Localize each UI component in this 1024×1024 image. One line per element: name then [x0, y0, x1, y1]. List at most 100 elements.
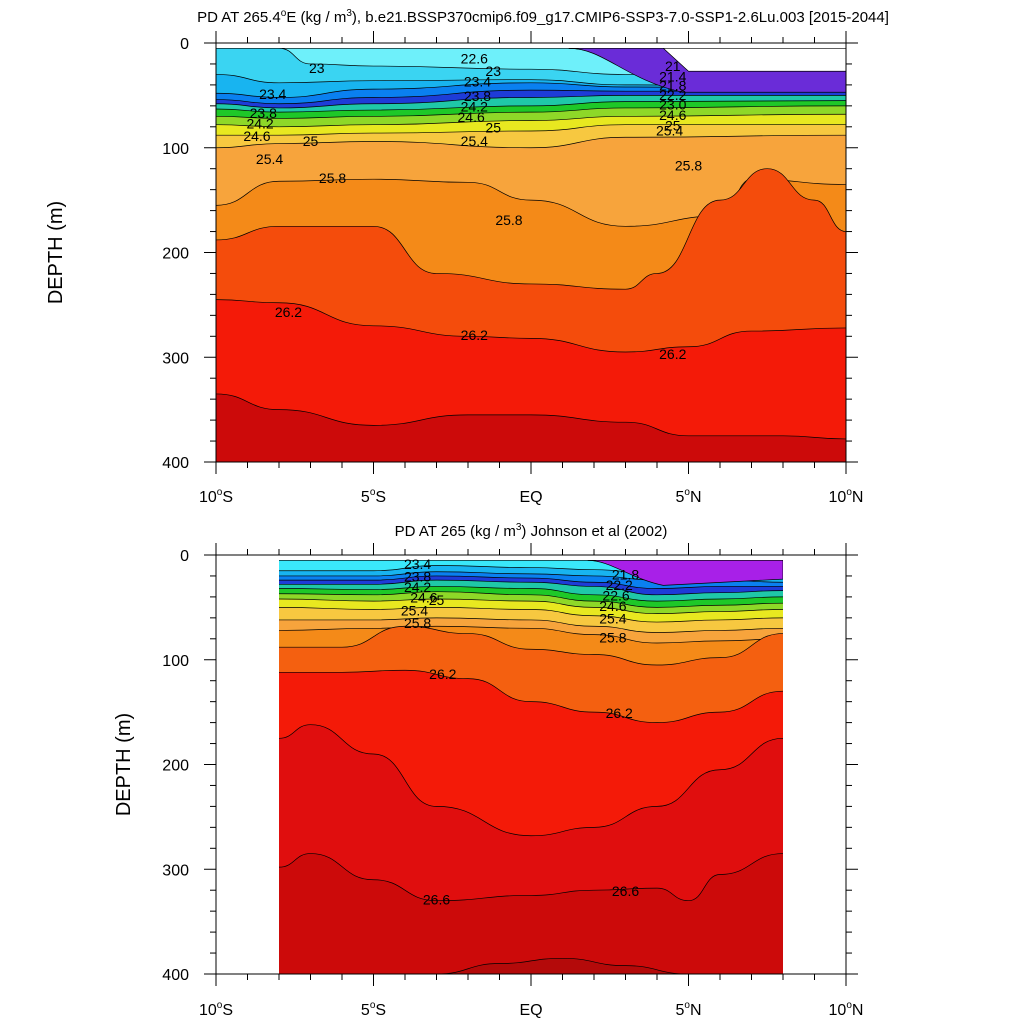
contour-label: 23.4 — [464, 74, 491, 90]
contour-label: 26.6 — [423, 891, 450, 907]
x-tick-label: 10oS — [199, 487, 233, 506]
y-tick-label: 400 — [162, 455, 189, 472]
x-tick-label: 5oS — [361, 1000, 386, 1019]
contour-line — [216, 393, 846, 440]
y-tick-label: 400 — [162, 967, 189, 984]
contour-label: 21.8 — [612, 567, 639, 583]
contour-label: 22.2 — [606, 577, 633, 593]
contour-label: 22.6 — [461, 50, 488, 66]
contour-band — [662, 48, 846, 72]
contour-label: 24.6 — [243, 128, 270, 144]
contour-label: 25.4 — [401, 602, 428, 618]
y-axis-label: DEPTH (m) — [113, 713, 135, 816]
contour-field — [216, 48, 846, 462]
y-tick-label: 0 — [180, 548, 189, 565]
contour-label: 21.8 — [659, 78, 686, 94]
contour-label: 23 — [309, 60, 325, 76]
contour-line — [279, 957, 783, 974]
contour-label: 26.2 — [429, 666, 456, 682]
contour-label: 22.6 — [602, 588, 629, 604]
chart-title: PD AT 265.4oE (kg / m3), b.e21.BSSP370cm… — [197, 8, 889, 26]
contour-line — [216, 95, 846, 109]
contour-line — [279, 724, 783, 837]
contour-line — [216, 168, 846, 290]
contour-line — [216, 113, 846, 128]
contour-line — [279, 617, 783, 633]
contour-line — [279, 625, 783, 644]
contour-label: 25 — [429, 592, 445, 608]
contour-label: 24.2 — [461, 99, 488, 115]
contour-band — [216, 393, 846, 462]
contour-label: 25.8 — [675, 157, 702, 173]
contour-label: 23.8 — [464, 88, 491, 104]
contour-line — [216, 100, 846, 113]
contour-label: 23.8 — [250, 105, 277, 121]
y-tick-label: 300 — [162, 862, 189, 879]
x-tick-label: 10oN — [829, 1000, 864, 1019]
y-tick-label: 100 — [162, 653, 189, 670]
contour-line — [279, 607, 783, 623]
contour-label: 23.4 — [259, 86, 286, 102]
contour-label: 24.6 — [599, 598, 626, 614]
contour-label: 25 — [665, 118, 681, 134]
y-tick-label: 0 — [180, 36, 189, 53]
contour-label: 24.6 — [410, 590, 437, 606]
contour-band — [587, 560, 783, 586]
x-tick-label: 5oS — [361, 487, 386, 506]
contour-label: 25.4 — [461, 133, 488, 149]
x-tick-label: EQ — [519, 489, 542, 506]
contour-label: 26.2 — [275, 304, 302, 320]
contour-label: 26.2 — [659, 346, 686, 362]
contour-label: 25 — [303, 133, 319, 149]
contour-line — [279, 575, 783, 589]
y-tick-label: 200 — [162, 246, 189, 263]
contour-label: 24.6 — [659, 107, 686, 123]
contour-label: 25.4 — [256, 151, 283, 167]
contour-line — [216, 134, 846, 149]
contour-label: 21.4 — [659, 68, 686, 84]
contour-line — [279, 598, 783, 615]
contour-band — [216, 299, 846, 462]
contour-line — [216, 124, 846, 136]
contour-label: 26.2 — [606, 705, 633, 721]
contour-label: 24.2 — [404, 579, 431, 595]
contour-line — [216, 105, 846, 119]
contour-label: 25.8 — [404, 615, 431, 631]
x-tick-label: 10oS — [199, 1000, 233, 1019]
x-tick-label: 5oN — [675, 1000, 701, 1019]
x-tick-label: 5oN — [675, 487, 701, 506]
contour-label: 26.6 — [612, 883, 639, 899]
contour-label: 25.8 — [495, 212, 522, 228]
contour-line — [279, 853, 783, 902]
contour-line — [279, 579, 783, 596]
contour-field — [279, 560, 783, 974]
y-tick-label: 100 — [162, 141, 189, 158]
contour-line — [279, 625, 783, 666]
contour-label: 23.0 — [659, 97, 686, 113]
contour-label: 25.4 — [599, 611, 626, 627]
contour-label: 26.2 — [461, 327, 488, 343]
contour-label: 24.2 — [246, 115, 273, 131]
contour-label: 25 — [485, 120, 501, 136]
y-tick-label: 200 — [162, 758, 189, 775]
x-tick-label: EQ — [519, 1002, 542, 1019]
y-axis-label: DEPTH (m) — [45, 201, 67, 304]
y-tick-label: 300 — [162, 350, 189, 367]
contour-label: 23.4 — [404, 556, 431, 572]
contour-label: 24.6 — [458, 109, 485, 125]
contour-label: 21 — [665, 58, 681, 74]
contour-label: 25.4 — [656, 123, 683, 139]
contour-line — [279, 591, 783, 608]
x-tick-label: 10oN — [829, 487, 864, 506]
contour-label: 22.2 — [659, 87, 686, 103]
contour-line — [279, 586, 783, 602]
panel-bottom: 23.423.824.224.62525.425.821.822.222.624… — [113, 522, 863, 1019]
contour-label: 23 — [485, 63, 501, 79]
chart-title: PD AT 265 (kg / m3) Johnson et al (2002) — [395, 522, 668, 540]
contour-line — [279, 669, 783, 723]
contour-label: 25.8 — [599, 630, 626, 646]
contour-label: 25.8 — [319, 170, 346, 186]
contour-band — [279, 853, 783, 974]
